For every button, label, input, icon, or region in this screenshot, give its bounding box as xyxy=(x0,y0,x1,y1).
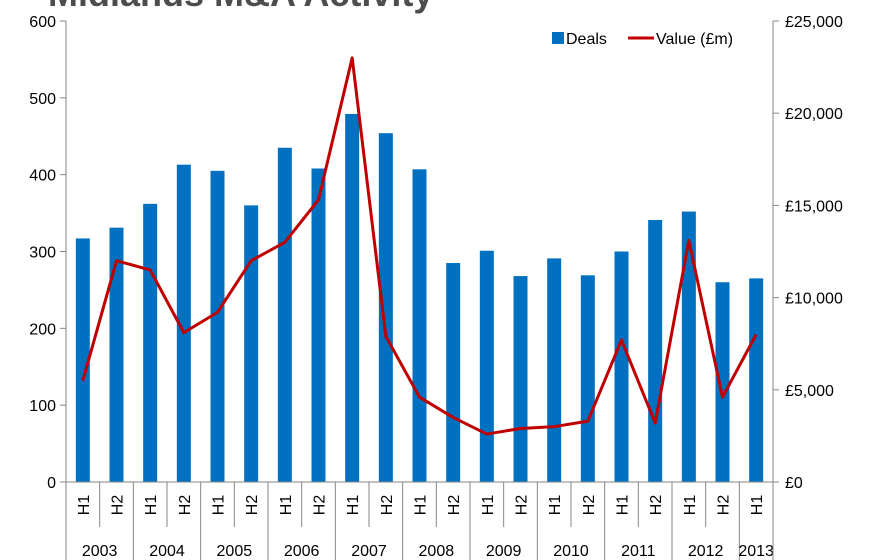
bar xyxy=(378,133,393,482)
year-label: 2003 xyxy=(82,543,118,560)
x-tick-label: H2 xyxy=(312,495,329,516)
bar xyxy=(446,263,461,482)
bar xyxy=(681,211,696,482)
y-tick-label: 300 xyxy=(29,245,56,262)
x-tick-label: H2 xyxy=(581,495,598,516)
line xyxy=(81,56,758,436)
x-tick-label: H1 xyxy=(547,495,564,516)
x-tick-label: H1 xyxy=(143,495,160,516)
x-tick-label: H1 xyxy=(278,495,295,516)
year-label: 2006 xyxy=(284,543,320,560)
x-tick-label: H1 xyxy=(749,495,766,516)
year-label: 2009 xyxy=(486,543,522,560)
x-tick-label: H2 xyxy=(648,495,665,516)
bar xyxy=(176,164,191,482)
bar xyxy=(513,276,528,482)
bar xyxy=(749,278,764,482)
x-tick-label: H1 xyxy=(615,495,632,516)
x-tick-label: H1 xyxy=(345,495,362,516)
y2-tick-label: £20,000 xyxy=(785,106,843,123)
x-tick-label: H1 xyxy=(76,495,93,516)
x-tick-label: H1 xyxy=(413,495,430,516)
bar xyxy=(143,203,158,482)
year-label: 2007 xyxy=(351,543,387,560)
year-label: 2008 xyxy=(419,543,455,560)
chart-title: Midlands M&A Activity xyxy=(48,0,433,14)
legend-label: Value (£m) xyxy=(656,31,733,48)
bar xyxy=(479,250,494,482)
x-tick-label: H2 xyxy=(379,495,396,516)
year-label: 2005 xyxy=(217,543,253,560)
x-tick-label: H1 xyxy=(211,495,228,516)
bar xyxy=(277,147,292,482)
bar xyxy=(547,258,562,482)
year-label: 2011 xyxy=(621,543,656,560)
x-tick-label: H2 xyxy=(244,495,261,516)
y-tick-label: 100 xyxy=(29,398,56,415)
year-label: 2012 xyxy=(688,543,724,560)
y2-tick-label: £15,000 xyxy=(785,198,843,215)
y2-tick-label: £25,000 xyxy=(785,14,843,31)
bar xyxy=(614,251,629,482)
bar xyxy=(75,238,90,482)
bar xyxy=(210,170,225,482)
bar xyxy=(244,205,259,482)
x-tick-label: H2 xyxy=(446,495,463,516)
year-label: 2013 xyxy=(738,543,774,560)
y2-tick-label: £0 xyxy=(785,475,803,492)
x-tick-label: H1 xyxy=(682,495,699,516)
year-label: 2004 xyxy=(149,543,185,560)
bar xyxy=(109,227,124,482)
bar xyxy=(412,169,427,482)
year-label: 2010 xyxy=(553,543,589,560)
y-tick-label: 500 xyxy=(29,91,56,108)
legend-label: Deals xyxy=(566,31,607,48)
y-tick-label: 400 xyxy=(29,168,56,185)
bar xyxy=(345,113,360,483)
y-tick-label: 0 xyxy=(47,475,56,492)
bar xyxy=(580,275,595,482)
x-tick-label: H1 xyxy=(480,495,497,516)
y-tick-label: 200 xyxy=(29,321,56,338)
x-tick-label: H2 xyxy=(177,495,194,516)
x-tick-label: H2 xyxy=(514,495,531,516)
bar xyxy=(311,168,326,482)
bar xyxy=(715,282,730,482)
y-tick-label: 600 xyxy=(29,14,56,31)
x-tick-label: H2 xyxy=(716,495,733,516)
x-tick-label: H2 xyxy=(110,495,127,516)
y2-tick-label: £5,000 xyxy=(785,383,834,400)
bar xyxy=(648,219,663,482)
y2-tick-label: £10,000 xyxy=(785,291,843,308)
legend-swatch xyxy=(552,32,564,44)
